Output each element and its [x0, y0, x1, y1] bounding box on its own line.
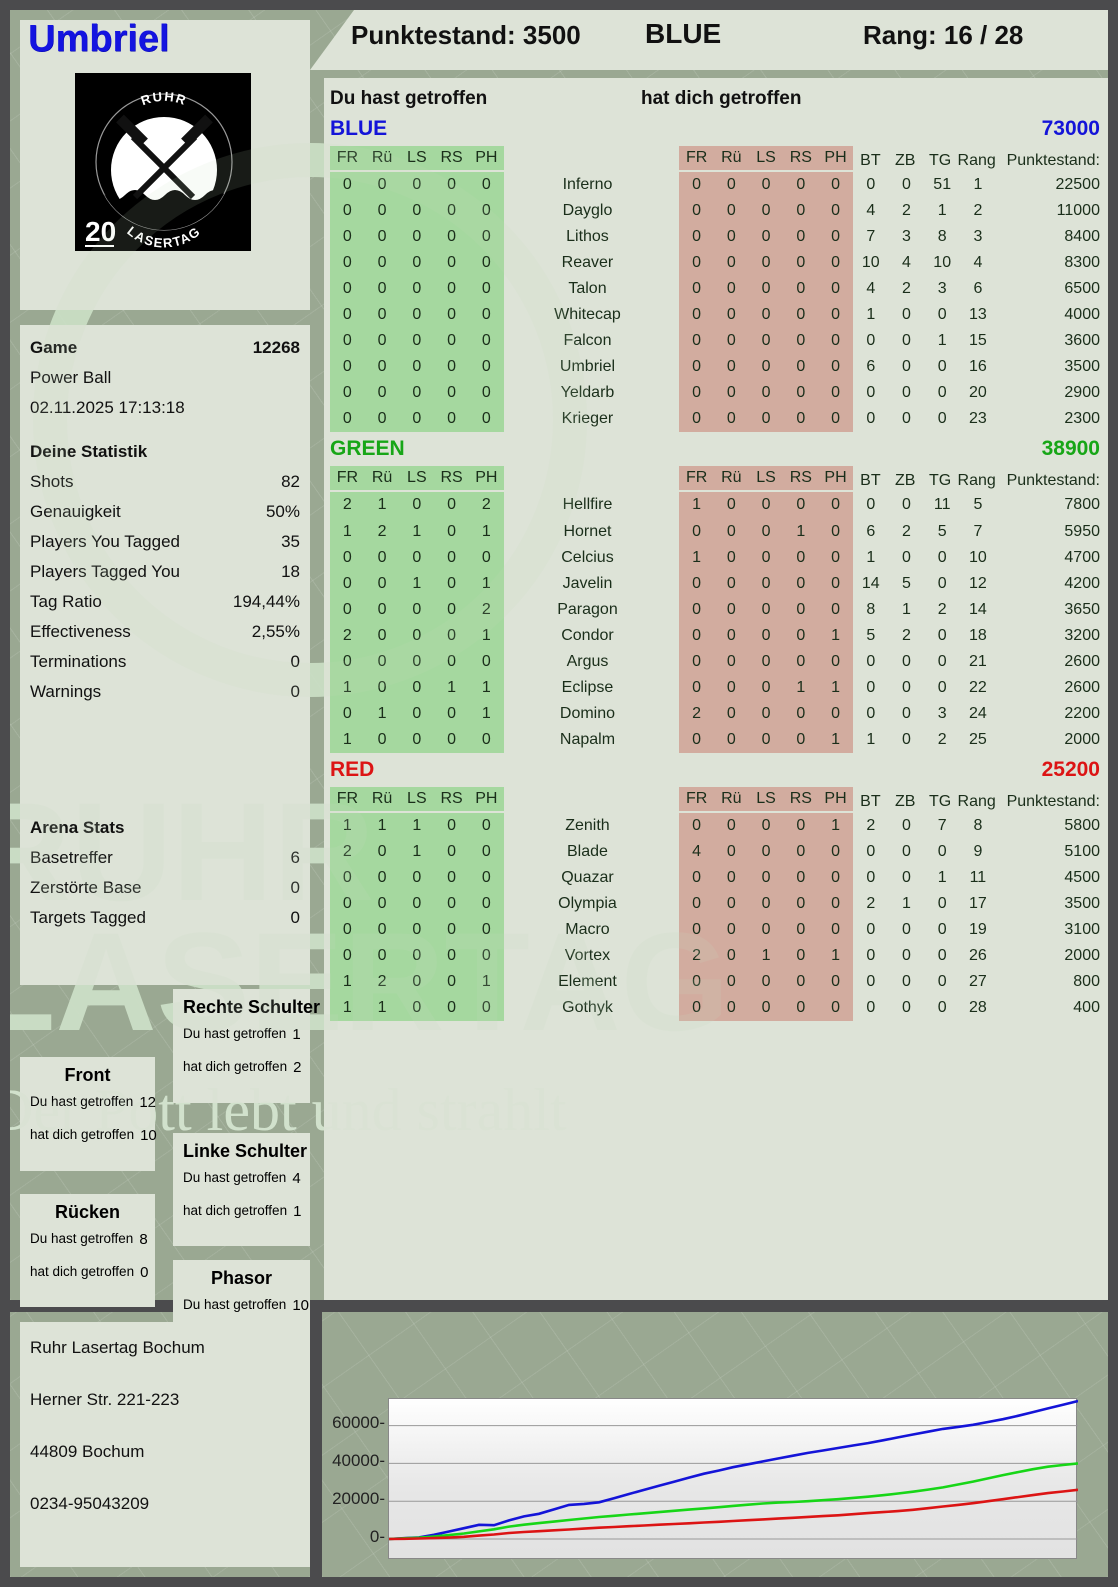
- svg-text:20: 20: [85, 216, 116, 247]
